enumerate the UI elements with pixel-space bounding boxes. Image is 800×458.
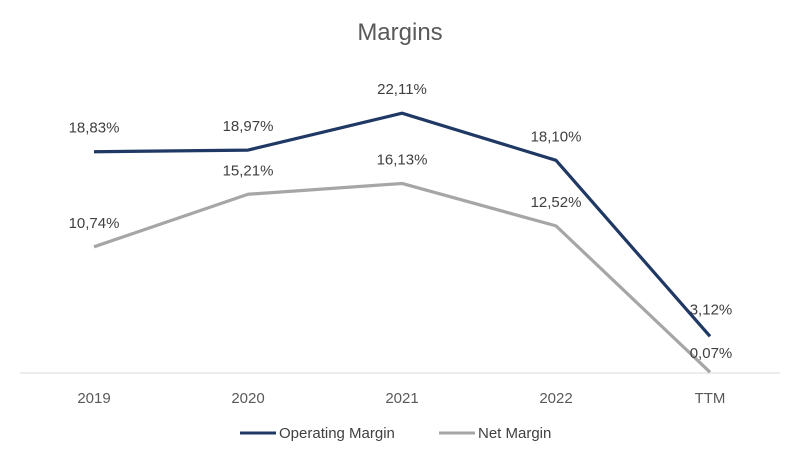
data-label-net-margin-2019: 10,74% [69,215,120,232]
data-labels: 18,83% 18,97% 22,11% 18,10% 3,12% 10,74% 15,21… [69,81,733,362]
data-label-operating-margin-2022: 18,10% [531,128,582,145]
legend-label-operating-margin: Operating Margin [279,425,395,442]
data-label-operating-margin-2021: 22,11% [377,81,427,98]
x-tick-label-2020: 2020 [231,390,264,407]
data-label-net-margin-2021: 16,13% [377,151,428,168]
x-tick-labels: 2019 2020 2021 2022 TTM [77,390,725,407]
data-label-net-margin-2020: 15,21% [223,162,274,179]
data-label-operating-margin-2019: 18,83% [69,120,120,137]
x-tick-label-2022: 2022 [539,390,572,407]
data-label-net-margin-ttm: 0,07% [690,345,733,362]
x-tick-label-ttm: TTM [695,390,726,407]
legend-label-net-margin: Net Margin [478,425,551,442]
series-line-operating-margin [93,111,712,338]
data-label-operating-margin-ttm: 3,12% [690,301,733,318]
legend-item-operating-margin: Operating Margin [240,425,395,442]
legend-item-net-margin: Net Margin [439,425,551,442]
x-tick-label-2019: 2019 [77,390,110,407]
x-tick-label-2021: 2021 [385,390,418,407]
data-label-operating-margin-2020: 18,97% [223,118,274,135]
legend: Operating Margin Net Margin [240,425,551,442]
chart-title: Margins [357,19,442,46]
data-label-net-margin-2022: 12,52% [531,194,582,211]
series-line-net-margin [93,181,712,374]
series-layer [93,111,712,374]
